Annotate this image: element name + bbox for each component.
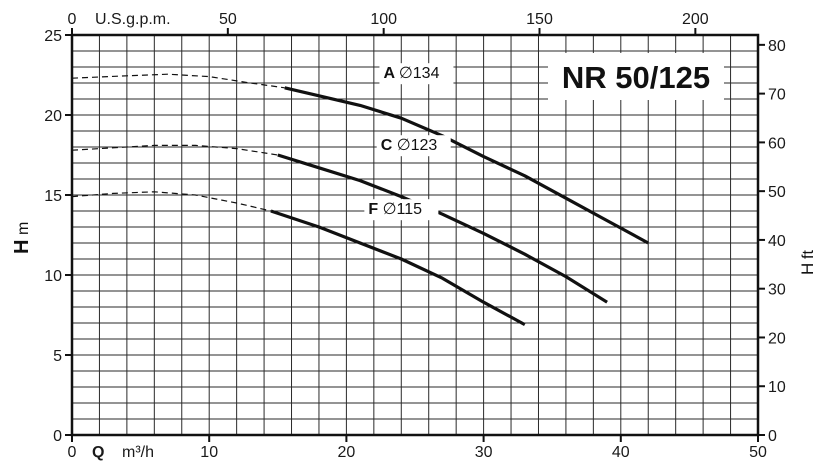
y-right-tick-label: 30 <box>768 282 786 299</box>
curve-dashed-segment <box>71 144 278 156</box>
y-right-tick-label: 10 <box>768 379 786 396</box>
x-bottom-tick-label: 40 <box>612 444 630 461</box>
x-bottom-tick-label: 30 <box>475 444 493 461</box>
x-bottom-axis-unit: m³/h <box>122 444 154 461</box>
curve-label-letter: F <box>368 201 382 218</box>
curve-label: A ∅134 <box>383 65 439 82</box>
y-left-axis-unit: m <box>15 222 32 235</box>
chart-title: NR 50/125 <box>562 60 710 95</box>
curve-label-diameter: ∅115 <box>383 201 423 218</box>
y-left-tick-label: 5 <box>53 348 62 365</box>
x-bottom-tick-label: 10 <box>200 444 218 461</box>
y-right-axis-label: H ft <box>798 250 817 275</box>
plot-frame <box>70 33 760 437</box>
y-right-tick-label: 50 <box>768 184 786 201</box>
y-left-axis-label: H m <box>11 222 33 254</box>
x-bottom-tick-label: 0 <box>68 444 77 461</box>
performance-curves: A ∅134 C ∅123 F ∅115 <box>71 63 649 327</box>
x-top-tick-label: 50 <box>219 11 237 28</box>
x-top-tick-label: 0 <box>68 11 77 28</box>
y-right-tick-label: 70 <box>768 87 786 104</box>
curve-label-background <box>379 63 454 85</box>
curve-solid-segment <box>270 209 526 327</box>
curve-label-background <box>376 135 451 157</box>
y-right-tick-label: 0 <box>768 428 777 445</box>
y-right-axis-h: H <box>798 263 817 275</box>
x-bottom-tick-label: 20 <box>338 444 356 461</box>
axis-tick-labels: 0 10 20 30 40 500 50 100 150 20005101520250102030… <box>44 11 786 461</box>
x-top-tick-label: 100 <box>370 11 397 28</box>
x-bottom-axis-q: Q <box>92 444 104 461</box>
curve-dashed-segment <box>71 73 285 89</box>
x-top-axis-label: U.S.g.p.m. <box>95 11 171 28</box>
curve-label-diameter: ∅123 <box>397 137 438 154</box>
curve-label-letter: C <box>381 137 397 154</box>
curve-solid-segment <box>277 153 608 304</box>
y-left-tick-label: 0 <box>53 428 62 445</box>
curve-dashed-segment <box>71 191 272 212</box>
curve-label-diameter: ∅134 <box>399 65 440 82</box>
y-left-tick-label: 10 <box>44 268 62 285</box>
x-bottom-tick-label: 50 <box>749 444 767 461</box>
x-top-tick-label: 200 <box>682 11 709 28</box>
y-right-tick-label: 20 <box>768 330 786 347</box>
y-left-axis-h: H <box>11 240 33 254</box>
y-left-tick-label: 15 <box>44 188 62 205</box>
curve-label: C ∅123 <box>381 137 438 154</box>
curve-label-background <box>364 199 439 221</box>
y-right-tick-label: 60 <box>768 135 786 152</box>
curve-solid-segment <box>284 86 649 245</box>
x-top-tick-label: 150 <box>526 11 553 28</box>
axis-ticks <box>65 28 765 442</box>
chart-title-box: NR 50/125 <box>548 53 724 100</box>
y-left-tick-label: 20 <box>44 108 62 125</box>
y-left-tick-label: 25 <box>44 28 62 45</box>
curve-label: F ∅115 <box>368 201 422 218</box>
title-background <box>548 53 724 100</box>
y-right-tick-label: 80 <box>768 38 786 55</box>
curve-label-letter: A <box>383 65 398 82</box>
y-right-axis-unit: ft <box>800 250 817 259</box>
y-right-tick-label: 40 <box>768 233 786 250</box>
